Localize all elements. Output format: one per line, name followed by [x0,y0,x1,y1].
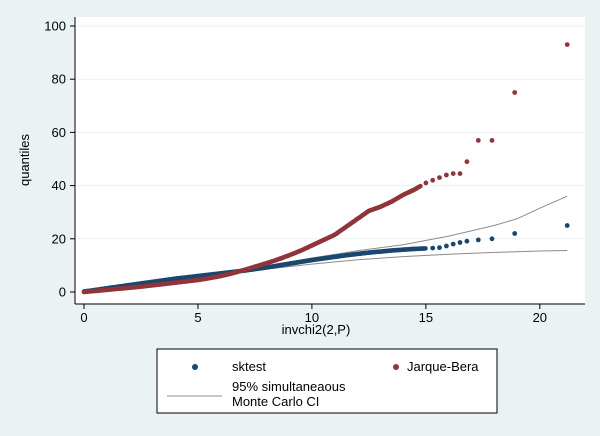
jarque-bera-point [444,172,449,178]
jarque-bera-points [81,42,570,295]
jarque-bera-point [564,42,570,47]
y-axis-title: quantiles [17,133,32,186]
plot-area [75,17,585,304]
y-tick-label: 100 [44,19,66,34]
sktest-point [430,245,436,251]
x-axis-ticks: 0 5 10 15 20 [80,304,547,325]
x-tick-label: 15 [419,310,433,325]
jarque-bera-point [450,171,456,177]
legend-marker-sktest [192,364,198,370]
x-tick-label: 10 [305,310,319,325]
legend-box [156,348,498,414]
legend-marker-jarque-bera [393,364,399,370]
legend-label-sktest: sktest [232,359,266,374]
jarque-bera-point [489,138,495,143]
jarque-bera-point [418,183,423,189]
y-tick-label: 40 [52,178,66,193]
x-tick-label: 20 [533,310,547,325]
sktest-point [457,240,463,245]
sktest-point [475,237,481,243]
sktest-point [444,243,449,249]
sktest-point [564,223,570,228]
x-tick-label: 0 [80,310,87,325]
jarque-bera-point [464,159,470,165]
legend-label-jarque-bera: Jarque-Bera [407,359,479,374]
y-tick-label: 0 [59,285,66,300]
legend-label-ci-line1: 95% simultaneaous [232,379,346,394]
x-tick-label: 5 [194,310,201,325]
y-axis-ticks: 0 20 40 60 80 100 [44,19,75,300]
y-tick-label: 80 [52,72,66,87]
x-axis-title: invchi2(2,P) [282,322,351,337]
jarque-bera-point [437,175,442,181]
jarque-bera-point [430,177,436,183]
sktest-point [464,238,470,244]
jarque-bera-point [512,90,518,95]
jarque-bera-point [475,138,481,143]
sktest-point [512,231,518,236]
sktest-point [450,241,456,247]
gridlines [75,25,585,240]
jarque-bera-point [457,171,463,177]
y-tick-label: 60 [52,125,66,140]
jarque-bera-point [423,180,429,186]
legend-label-ci-line2: Monte Carlo CI [232,394,319,409]
sktest-point [437,245,442,251]
y-tick-label: 20 [52,231,66,246]
sktest-point [489,236,495,242]
sktest-point [423,246,428,251]
